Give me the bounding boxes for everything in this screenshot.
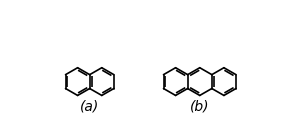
Text: (a): (a)	[80, 99, 99, 113]
Text: (b): (b)	[190, 99, 210, 113]
